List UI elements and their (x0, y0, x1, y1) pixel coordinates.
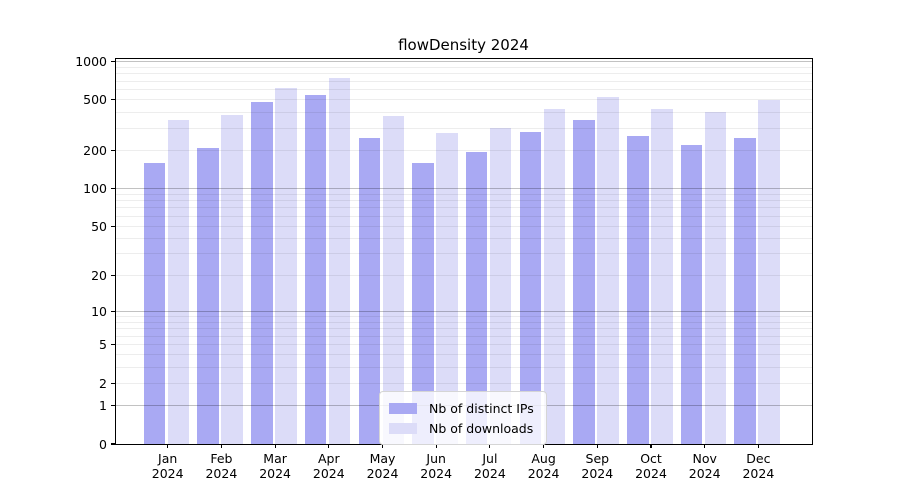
legend-swatch-distinct-ips (389, 402, 417, 414)
legend-item-distinct-ips: Nb of distinct IPs (389, 398, 534, 418)
legend: Nb of distinct IPs Nb of downloads (379, 391, 547, 445)
legend-label-distinct-ips: Nb of distinct IPs (429, 400, 534, 416)
y-tick-label-200: 200 (83, 142, 107, 158)
y-tick-mark (111, 382, 115, 384)
x-tick-mark (757, 444, 759, 448)
y-tick-label-10: 10 (91, 303, 107, 319)
x-tick-label-aug: Aug 2024 (527, 451, 560, 481)
chart-title: flowDensity 2024 (398, 36, 529, 54)
bar-nb-of-distinct-ips-mar (251, 102, 273, 444)
x-tick-label-apr: Apr 2024 (312, 451, 345, 481)
y-tick-label-1: 1 (99, 398, 107, 414)
gridline-minor (116, 66, 812, 68)
x-tick-mark (167, 444, 169, 448)
legend-label-downloads: Nb of downloads (429, 420, 534, 436)
x-tick-label-feb: Feb 2024 (205, 451, 238, 481)
y-tick-mark (111, 310, 115, 312)
bar-nb-of-downloads-feb (221, 114, 243, 444)
y-tick-mark (111, 60, 115, 63)
x-tick-label-dec: Dec 2024 (742, 451, 775, 481)
bar-nb-of-downloads-aug (543, 108, 566, 444)
bar-nb-of-downloads-mar (275, 87, 297, 444)
bar-nb-of-downloads-dec (758, 99, 780, 444)
bar-nb-of-downloads-may (382, 116, 404, 444)
x-tick-mark (650, 444, 652, 448)
x-tick-label-jul: Jul 2024 (473, 451, 506, 481)
bar-nb-of-distinct-ips-may (358, 138, 380, 444)
y-tick-mark (111, 274, 115, 277)
x-tick-label-may: May 2024 (366, 451, 399, 481)
bar-nb-of-downloads-sep (597, 97, 619, 444)
bar-nb-of-downloads-jun (436, 132, 458, 444)
y-tick-label-1000: 1000 (75, 54, 107, 69)
y-tick-mark (111, 443, 115, 445)
bar-nb-of-distinct-ips-oct (627, 135, 649, 444)
legend-item-downloads: Nb of downloads (389, 418, 534, 438)
gridline-minor (116, 73, 812, 75)
bar-nb-of-downloads-jan (167, 119, 190, 444)
bar-nb-of-downloads-oct (651, 109, 673, 444)
bar-nb-of-distinct-ips-jul (465, 151, 488, 444)
x-tick-label-jan: Jan 2024 (151, 451, 184, 481)
gridline-major (116, 61, 812, 62)
bar-nb-of-distinct-ips-nov (680, 145, 703, 444)
x-tick-mark (489, 444, 491, 448)
gridline-minor (116, 89, 812, 91)
x-tick-mark (274, 444, 276, 448)
x-tick-mark (381, 444, 384, 448)
bar-nb-of-distinct-ips-sep (573, 119, 595, 444)
x-tick-label-sep: Sep 2024 (581, 451, 614, 481)
bar-nb-of-distinct-ips-apr (304, 94, 327, 444)
y-tick-label-20: 20 (91, 267, 107, 283)
bar-nb-of-distinct-ips-aug (519, 131, 542, 444)
bar-nb-of-distinct-ips-feb (197, 147, 219, 444)
x-tick-mark (596, 444, 598, 448)
gridline-minor (116, 99, 812, 101)
y-tick-label-5: 5 (99, 337, 107, 353)
y-tick-label-0: 0 (99, 436, 107, 452)
y-tick-label-100: 100 (83, 180, 107, 196)
bar-nb-of-distinct-ips-jun (412, 162, 434, 444)
y-tick-mark (111, 225, 115, 227)
x-tick-mark (328, 444, 330, 448)
y-tick-mark (111, 405, 115, 407)
y-tick-label-2: 2 (99, 375, 107, 391)
y-tick-mark (111, 99, 115, 101)
x-tick-mark (543, 444, 545, 448)
bar-nb-of-downloads-apr (328, 78, 351, 444)
x-tick-label-nov: Nov 2024 (688, 451, 721, 481)
y-tick-mark (111, 149, 115, 151)
bar-nb-of-downloads-nov (704, 112, 727, 444)
bar-nb-of-distinct-ips-jan (143, 162, 166, 444)
y-tick-label-500: 500 (83, 92, 107, 108)
x-tick-label-jun: Jun 2024 (420, 451, 453, 481)
legend-swatch-downloads (389, 422, 417, 434)
y-tick-label-50: 50 (91, 218, 107, 234)
x-tick-label-mar: Mar 2024 (259, 451, 291, 481)
y-tick-mark (111, 344, 115, 346)
bar-nb-of-distinct-ips-dec (734, 138, 756, 444)
y-tick-mark (111, 187, 115, 190)
plot-area: Nb of distinct IPs Nb of downloads (115, 58, 813, 445)
bar-nb-of-downloads-jul (489, 128, 512, 444)
x-tick-label-oct: Oct 2024 (635, 451, 667, 481)
x-tick-mark (220, 444, 222, 448)
x-tick-mark (435, 444, 437, 448)
gridline-minor (116, 80, 812, 82)
x-tick-mark (704, 444, 706, 448)
